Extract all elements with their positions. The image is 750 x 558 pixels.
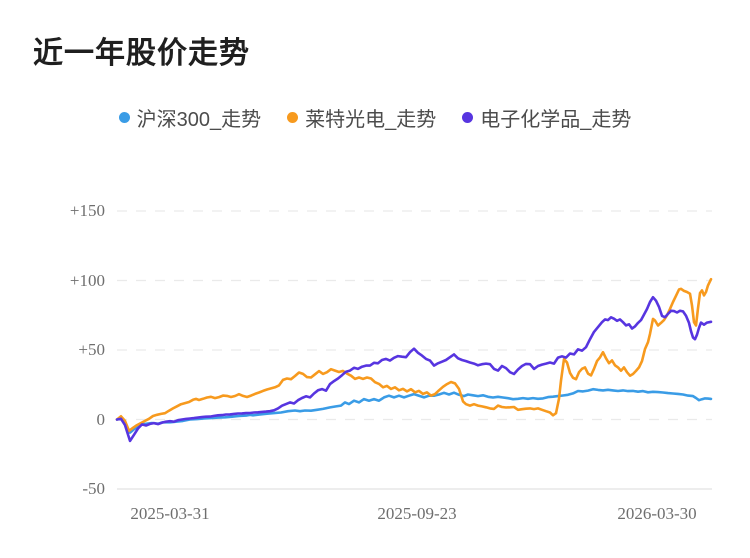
x-tick-label: 2025-09-23: [377, 504, 457, 523]
legend-dot-icon: [287, 112, 299, 123]
x-tick-label: 2026-03-30: [617, 504, 697, 523]
legend-item-0[interactable]: 沪深300_走势: [118, 103, 262, 132]
legend-item-label: 电子化学品_走势: [480, 109, 632, 131]
chart-legend: 沪深300_走势 莱特光电_走势 电子化学品_走势: [0, 103, 750, 132]
legend-item-label: 沪深300_走势: [136, 109, 262, 131]
y-tick-label: +50: [78, 340, 105, 359]
page-title: 近一年股价走势: [33, 37, 250, 70]
y-tick-label: +100: [69, 270, 105, 290]
x-tick-label: 2025-03-31: [130, 504, 210, 523]
series-line-1[interactable]: [115, 277, 713, 433]
legend-dot-icon: [118, 112, 130, 123]
legend-item-2[interactable]: 电子化学品_走势: [462, 103, 631, 132]
series-line-2[interactable]: [115, 295, 713, 443]
legend-item-label: 莱特光电_走势: [305, 109, 437, 131]
y-tick-label: -50: [82, 479, 105, 498]
legend-item-1[interactable]: 莱特光电_走势: [287, 103, 436, 132]
y-tick-label: 0: [96, 409, 106, 429]
y-tick-label: +150: [69, 201, 105, 220]
legend-dot-icon: [462, 112, 474, 123]
series-line-0[interactable]: [115, 387, 713, 434]
